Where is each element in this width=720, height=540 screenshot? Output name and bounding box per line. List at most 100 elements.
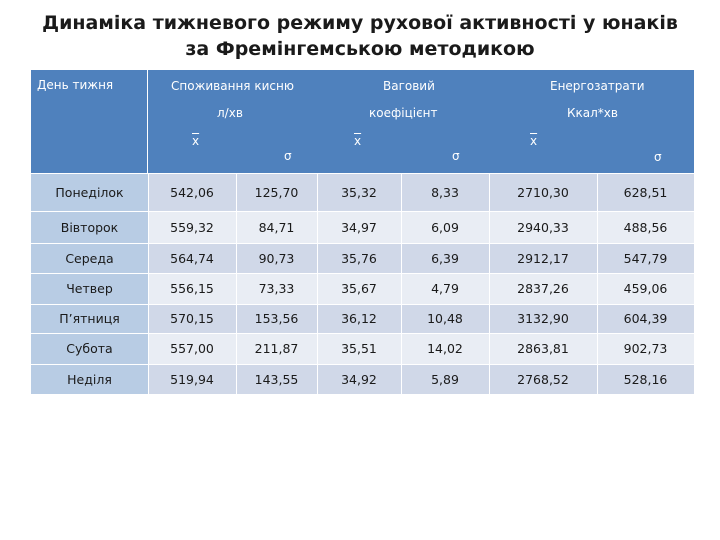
page-title: Динаміка тижневого режиму рухової активн… bbox=[0, 10, 720, 62]
grid-line bbox=[401, 333, 402, 364]
energy-mean-cell: 2768,52 bbox=[489, 364, 597, 394]
grid-line bbox=[148, 243, 149, 273]
weight-mean-cell: 35,76 bbox=[317, 243, 401, 273]
grid-line bbox=[236, 173, 237, 211]
oxygen-mean-cell: 519,94 bbox=[148, 364, 236, 394]
grid-line bbox=[31, 173, 694, 174]
grid-line bbox=[148, 333, 149, 364]
oxygen-sigma-cell: 84,71 bbox=[236, 211, 317, 243]
energy-sigma-cell: 547,79 bbox=[597, 243, 694, 273]
energy-mean-cell: 2710,30 bbox=[489, 173, 597, 211]
grid-line bbox=[489, 304, 490, 333]
weight-mean-cell: 36,12 bbox=[317, 304, 401, 333]
grid-line bbox=[148, 273, 149, 304]
day-cell: Четвер bbox=[31, 273, 148, 304]
oxygen-sigma-cell: 125,70 bbox=[236, 173, 317, 211]
oxygen-sigma-cell: 143,55 bbox=[236, 364, 317, 394]
table-row: Четвер 556,15 73,33 35,67 4,79 2837,26 459,06 bbox=[31, 273, 694, 304]
grid-line bbox=[489, 173, 490, 211]
header-mean-energy: x bbox=[530, 134, 538, 148]
grid-line bbox=[489, 273, 490, 304]
oxygen-mean-cell: 570,15 bbox=[148, 304, 236, 333]
day-cell: Субота bbox=[31, 333, 148, 364]
grid-line bbox=[597, 173, 598, 211]
day-cell: Неділя bbox=[31, 364, 148, 394]
weight-sigma-cell: 14,02 bbox=[401, 333, 489, 364]
grid-line bbox=[317, 173, 318, 211]
energy-sigma-cell: 628,51 bbox=[597, 173, 694, 211]
grid-line bbox=[31, 243, 694, 244]
weight-mean-cell: 34,92 bbox=[317, 364, 401, 394]
title-line-2: за Фремінгемською методикою bbox=[185, 38, 535, 60]
table-row: П’ятниця 570,15 153,56 36,12 10,48 3132,90 604… bbox=[31, 304, 694, 333]
header-day: День тижня bbox=[37, 78, 114, 92]
day-cell: Понеділок bbox=[31, 173, 148, 211]
weight-mean-cell: 34,97 bbox=[317, 211, 401, 243]
grid-line bbox=[401, 243, 402, 273]
oxygen-sigma-cell: 211,87 bbox=[236, 333, 317, 364]
grid-line bbox=[236, 273, 237, 304]
day-cell: П’ятниця bbox=[31, 304, 148, 333]
grid-line bbox=[236, 333, 237, 364]
oxygen-sigma-cell: 90,73 bbox=[236, 243, 317, 273]
day-cell: Середа bbox=[31, 243, 148, 273]
grid-line bbox=[401, 304, 402, 333]
title-line-1: Динаміка тижневого режиму рухової активн… bbox=[42, 12, 678, 34]
day-cell: Вівторок bbox=[31, 211, 148, 243]
table-row: Неділя 519,94 143,55 34,92 5,89 2768,52 528,16 bbox=[31, 364, 694, 394]
grid-line bbox=[317, 211, 318, 243]
activity-table: День тижня Споживання кисню л/хв Ваговий… bbox=[31, 70, 694, 394]
header-oxygen: Споживання кисню bbox=[171, 79, 294, 93]
weight-sigma-cell: 10,48 bbox=[401, 304, 489, 333]
grid-line bbox=[489, 333, 490, 364]
grid-line bbox=[597, 243, 598, 273]
oxygen-mean-cell: 564,74 bbox=[148, 243, 236, 273]
energy-mean-cell: 2863,81 bbox=[489, 333, 597, 364]
grid-line bbox=[489, 364, 490, 394]
table-header: День тижня Споживання кисню л/хв Ваговий… bbox=[31, 70, 694, 173]
grid-line bbox=[597, 273, 598, 304]
grid-line bbox=[148, 304, 149, 333]
header-sigma-energy: σ bbox=[654, 150, 662, 164]
weight-mean-cell: 35,32 bbox=[317, 173, 401, 211]
energy-mean-cell: 2912,17 bbox=[489, 243, 597, 273]
grid-line bbox=[597, 364, 598, 394]
oxygen-mean-cell: 542,06 bbox=[148, 173, 236, 211]
weight-sigma-cell: 4,79 bbox=[401, 273, 489, 304]
energy-sigma-cell: 488,56 bbox=[597, 211, 694, 243]
energy-sigma-cell: 459,06 bbox=[597, 273, 694, 304]
header-weight-unit: коефіцієнт bbox=[369, 106, 438, 120]
header-energy: Енергозатрати bbox=[550, 79, 645, 93]
table-row: Субота 557,00 211,87 35,51 14,02 2863,81 902,7… bbox=[31, 333, 694, 364]
grid-line bbox=[401, 364, 402, 394]
header-sigma-weight: σ bbox=[452, 149, 460, 163]
grid-line bbox=[489, 211, 490, 243]
header-weight: Ваговий bbox=[383, 79, 435, 93]
weight-sigma-cell: 6,09 bbox=[401, 211, 489, 243]
weight-mean-cell: 35,51 bbox=[317, 333, 401, 364]
grid-line bbox=[317, 304, 318, 333]
energy-sigma-cell: 528,16 bbox=[597, 364, 694, 394]
grid-line bbox=[401, 211, 402, 243]
header-mean-oxygen: x bbox=[192, 134, 200, 148]
energy-sigma-cell: 604,39 bbox=[597, 304, 694, 333]
header-divider bbox=[147, 70, 148, 173]
grid-line bbox=[597, 211, 598, 243]
oxygen-sigma-cell: 153,56 bbox=[236, 304, 317, 333]
weight-sigma-cell: 6,39 bbox=[401, 243, 489, 273]
grid-line bbox=[317, 364, 318, 394]
weight-sigma-cell: 5,89 bbox=[401, 364, 489, 394]
grid-line bbox=[317, 243, 318, 273]
table-row: Вівторок 559,32 84,71 34,97 6,09 2940,33 488,5… bbox=[31, 211, 694, 243]
grid-line bbox=[148, 364, 149, 394]
grid-line bbox=[317, 333, 318, 364]
energy-mean-cell: 2940,33 bbox=[489, 211, 597, 243]
header-mean-weight: x bbox=[354, 134, 362, 148]
energy-mean-cell: 3132,90 bbox=[489, 304, 597, 333]
grid-line bbox=[31, 273, 694, 274]
grid-line bbox=[317, 273, 318, 304]
grid-line bbox=[31, 364, 694, 365]
energy-sigma-cell: 902,73 bbox=[597, 333, 694, 364]
grid-line bbox=[148, 173, 149, 211]
grid-line bbox=[236, 304, 237, 333]
